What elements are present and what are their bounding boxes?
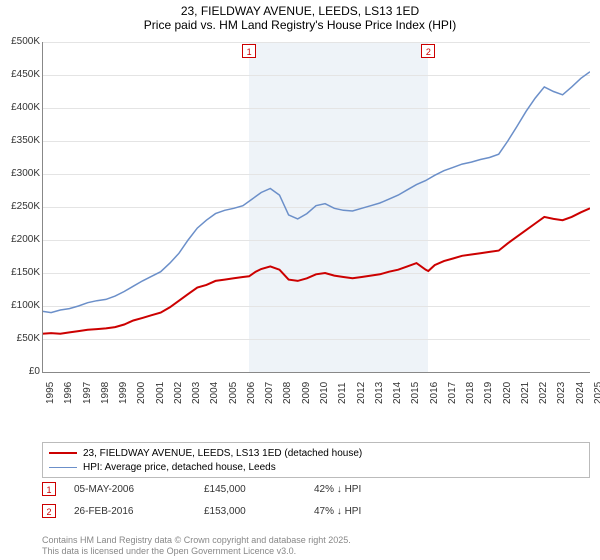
legend-row: 23, FIELDWAY AVENUE, LEEDS, LS13 1ED (de… xyxy=(49,446,583,460)
chart-area: 12 £0£50K£100K£150K£200K£250K£300K£350K£… xyxy=(0,38,600,406)
y-tick-label: £150K xyxy=(2,267,40,278)
plot-marker-2: 2 xyxy=(421,44,435,58)
legend-row: HPI: Average price, detached house, Leed… xyxy=(49,460,583,474)
x-tick-label: 2012 xyxy=(356,382,367,404)
y-tick-label: £200K xyxy=(2,234,40,245)
chart-container: 23, FIELDWAY AVENUE, LEEDS, LS13 1ED Pri… xyxy=(0,0,600,560)
sale-marker-1: 1 xyxy=(42,482,56,496)
legend-label: HPI: Average price, detached house, Leed… xyxy=(83,462,276,473)
y-tick-label: £350K xyxy=(2,135,40,146)
x-tick-label: 2005 xyxy=(228,382,239,404)
x-tick-label: 2022 xyxy=(538,382,549,404)
y-tick-label: £300K xyxy=(2,168,40,179)
x-tick-label: 2014 xyxy=(392,382,403,404)
plot-marker-1: 1 xyxy=(242,44,256,58)
title-block: 23, FIELDWAY AVENUE, LEEDS, LS13 1ED Pri… xyxy=(0,0,600,34)
attribution-line1: Contains HM Land Registry data © Crown c… xyxy=(42,535,351,546)
x-tick-label: 2025 xyxy=(593,382,600,404)
x-tick-label: 2002 xyxy=(173,382,184,404)
x-tick-label: 1995 xyxy=(45,382,56,404)
x-tick-label: 2019 xyxy=(483,382,494,404)
legend: 23, FIELDWAY AVENUE, LEEDS, LS13 1ED (de… xyxy=(42,442,590,478)
attribution-line2: This data is licensed under the Open Gov… xyxy=(42,546,351,557)
x-tick-label: 2011 xyxy=(337,382,348,404)
y-tick-label: £250K xyxy=(2,201,40,212)
sale-row-2: 2 26-FEB-2016 £153,000 47% ↓ HPI xyxy=(42,504,590,518)
x-tick-label: 2009 xyxy=(301,382,312,404)
title-address: 23, FIELDWAY AVENUE, LEEDS, LS13 1ED xyxy=(0,4,600,18)
x-tick-label: 2015 xyxy=(410,382,421,404)
legend-swatch xyxy=(49,452,77,454)
y-axis-line xyxy=(42,42,43,372)
x-tick-label: 2016 xyxy=(429,382,440,404)
y-tick-label: £50K xyxy=(2,333,40,344)
attribution: Contains HM Land Registry data © Crown c… xyxy=(42,535,351,558)
x-tick-label: 2006 xyxy=(246,382,257,404)
x-tick-label: 1998 xyxy=(100,382,111,404)
plot-area: 12 xyxy=(42,42,590,372)
x-tick-label: 2017 xyxy=(447,382,458,404)
x-tick-label: 2004 xyxy=(209,382,220,404)
sale-diff-2: 47% ↓ HPI xyxy=(314,506,424,517)
sale-date-2: 26-FEB-2016 xyxy=(74,506,204,517)
x-tick-label: 2001 xyxy=(155,382,166,404)
x-tick-label: 1999 xyxy=(118,382,129,404)
x-tick-label: 1996 xyxy=(63,382,74,404)
y-tick-label: £100K xyxy=(2,300,40,311)
sale-date-1: 05-MAY-2006 xyxy=(74,484,204,495)
sale-row-1: 1 05-MAY-2006 £145,000 42% ↓ HPI xyxy=(42,482,590,496)
x-tick-label: 2000 xyxy=(136,382,147,404)
y-tick-label: £400K xyxy=(2,102,40,113)
y-tick-label: £450K xyxy=(2,69,40,80)
series-price_paid xyxy=(42,208,590,333)
x-tick-label: 2003 xyxy=(191,382,202,404)
x-tick-label: 2007 xyxy=(264,382,275,404)
x-tick-label: 2023 xyxy=(556,382,567,404)
x-tick-label: 2024 xyxy=(575,382,586,404)
x-tick-label: 2021 xyxy=(520,382,531,404)
series-svg xyxy=(42,42,590,372)
sale-price-2: £153,000 xyxy=(204,506,314,517)
x-tick-label: 2020 xyxy=(502,382,513,404)
y-tick-label: £500K xyxy=(2,36,40,47)
title-subtitle: Price paid vs. HM Land Registry's House … xyxy=(0,18,600,32)
x-axis-line xyxy=(42,372,590,373)
sale-price-1: £145,000 xyxy=(204,484,314,495)
sale-diff-1: 42% ↓ HPI xyxy=(314,484,424,495)
legend-label: 23, FIELDWAY AVENUE, LEEDS, LS13 1ED (de… xyxy=(83,448,362,459)
x-tick-label: 2008 xyxy=(282,382,293,404)
x-tick-label: 1997 xyxy=(82,382,93,404)
y-tick-label: £0 xyxy=(2,366,40,377)
sale-marker-2: 2 xyxy=(42,504,56,518)
x-tick-label: 2013 xyxy=(374,382,385,404)
x-tick-label: 2018 xyxy=(465,382,476,404)
series-hpi xyxy=(42,72,590,313)
x-tick-label: 2010 xyxy=(319,382,330,404)
legend-swatch xyxy=(49,467,77,468)
